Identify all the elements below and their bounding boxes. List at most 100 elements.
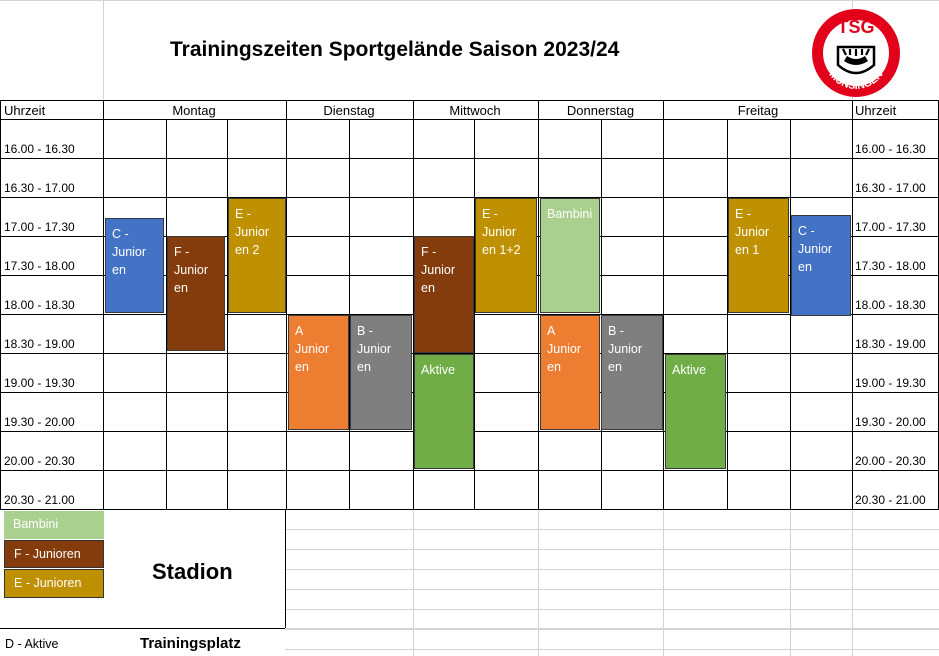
table-sub-line — [601, 119, 602, 509]
training-block: Aktive — [414, 354, 474, 469]
training-block-line: Junior — [357, 342, 392, 356]
time-label-right: 20.30 - 21.00 — [855, 493, 926, 507]
bg-gridline-h — [0, 0, 939, 1]
training-block-line: Junior — [608, 342, 643, 356]
training-block-line: F - — [174, 245, 190, 259]
table-day-line — [413, 100, 414, 509]
training-block-line: E - — [482, 207, 498, 221]
training-block: C - Junior en — [105, 218, 164, 313]
time-label-right: 18.30 - 19.00 — [855, 337, 926, 351]
legend-f-junioren: F - Junioren — [4, 540, 104, 568]
time-label-right: 17.00 - 17.30 — [855, 220, 926, 234]
header-day-montag: Montag — [172, 103, 216, 118]
table-row-line — [0, 353, 939, 354]
table-sub-line — [349, 119, 350, 509]
bg-gridline-h — [285, 609, 939, 610]
table-border-h — [0, 628, 285, 629]
table-border-v — [285, 509, 286, 628]
bg-gridline-h — [285, 529, 939, 530]
training-block-line: Junior — [421, 263, 456, 277]
bg-gridline-v — [538, 509, 539, 656]
training-block-line: en — [357, 360, 371, 374]
training-block-line: C - — [798, 224, 815, 238]
bg-gridline-v — [663, 509, 664, 656]
training-block: E - Junior en 1+2 — [475, 198, 537, 313]
bg-gridline-h — [0, 628, 939, 629]
table-border-h — [0, 100, 939, 101]
training-block-line: Junior — [112, 245, 147, 259]
logo-top-text: TSG — [837, 17, 874, 37]
training-block-line: Junior — [295, 342, 330, 356]
time-label-left: 18.00 - 18.30 — [4, 298, 75, 312]
stadion-label: Stadion — [152, 559, 233, 584]
training-block-line: F - — [421, 245, 437, 259]
training-block-line: en — [295, 360, 309, 374]
training-block-line: Junior — [798, 242, 833, 256]
time-label-left: 20.30 - 21.00 — [4, 493, 75, 507]
table-day-line — [852, 100, 853, 509]
table-border-h — [0, 119, 939, 120]
training-block-line: en 1 — [735, 243, 760, 257]
bg-gridline-v — [103, 0, 104, 100]
bg-gridline-v — [790, 509, 791, 656]
table-sub-line — [790, 119, 791, 509]
tsg-muensingen-logo: TSG MÜNSINGEN — [812, 9, 900, 97]
training-block: A Junior en — [288, 315, 349, 430]
training-block-line: Junior — [547, 342, 582, 356]
table-sub-line — [166, 119, 167, 509]
training-block: C - Junior en — [791, 215, 851, 316]
training-block: F - Junior en — [167, 236, 225, 351]
training-block-line: Aktive — [672, 363, 707, 377]
training-block-line: B - — [608, 324, 624, 338]
bg-gridline-h — [285, 549, 939, 550]
time-label-right: 16.00 - 16.30 — [855, 142, 926, 156]
time-label-right: 18.00 - 18.30 — [855, 298, 926, 312]
table-day-line — [663, 100, 664, 509]
header-day-dienstag: Dienstag — [323, 103, 375, 118]
time-label-left: 16.00 - 16.30 — [4, 142, 75, 156]
training-block-line: E - — [235, 207, 251, 221]
time-label-right: 16.30 - 17.00 — [855, 181, 926, 195]
training-block-line: E - — [735, 207, 751, 221]
training-block-line: en — [798, 260, 812, 274]
bg-gridline-h — [285, 649, 939, 650]
header-day-freitag: Freitag — [737, 103, 779, 118]
training-block-line: Bambini — [547, 207, 593, 221]
header-day-mittwoch: Mittwoch — [449, 103, 501, 118]
time-label-left: 17.30 - 18.00 — [4, 259, 75, 273]
table-sub-line — [227, 119, 228, 509]
bg-gridline-h — [285, 589, 939, 590]
legend-bambini: Bambini — [4, 511, 104, 539]
training-block: A Junior en — [540, 315, 600, 430]
table-row-line — [0, 509, 939, 510]
trainingsplatz-label: Trainingsplatz — [140, 635, 241, 652]
training-block-line: A — [547, 324, 556, 338]
training-block-line: Junior — [482, 225, 517, 239]
page-title: Trainingszeiten Sportgelände Saison 2023… — [170, 38, 620, 61]
training-block-line: en — [421, 281, 435, 295]
time-label-right: 20.00 - 20.30 — [855, 454, 926, 468]
time-label-left: 17.00 - 17.30 — [4, 220, 75, 234]
bg-gridline-v — [852, 509, 853, 656]
training-block-line: en — [112, 263, 126, 277]
bg-gridline-v — [413, 509, 414, 656]
time-label-right: 19.00 - 19.30 — [855, 376, 926, 390]
training-block: Aktive — [665, 354, 726, 469]
table-row-line — [0, 197, 939, 198]
training-block: F - Junior en — [414, 236, 474, 353]
time-label-left: 20.00 - 20.30 — [4, 454, 75, 468]
table-row-line — [0, 158, 939, 159]
time-label-left: 19.00 - 19.30 — [4, 376, 75, 390]
training-block: B - Junior en — [601, 315, 663, 430]
training-block-line: en 1+2 — [482, 243, 521, 257]
table-row-line — [0, 470, 939, 471]
time-label-left: 16.30 - 17.00 — [4, 181, 75, 195]
training-block-line: en — [547, 360, 561, 374]
bg-gridline-h — [285, 629, 939, 630]
training-block: E - Junior en 2 — [228, 198, 286, 313]
training-block-line: en — [174, 281, 188, 295]
legend-e-junioren: E - Junioren — [4, 569, 104, 598]
training-block-line: en 2 — [235, 243, 260, 257]
training-block-line: en — [608, 360, 622, 374]
time-label-left: 18.30 - 19.00 — [4, 337, 75, 351]
